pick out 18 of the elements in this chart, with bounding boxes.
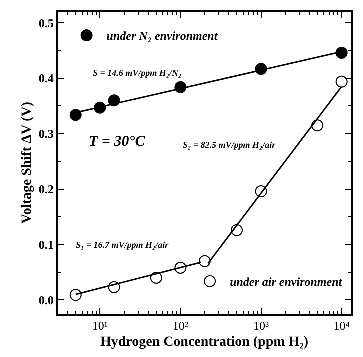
annotation: S₂ = 82.5 mV/ppm H₂/air	[183, 140, 276, 150]
y-axis-title: Voltage Shift ΔV (V)	[20, 102, 35, 224]
x-tick-label: 10³	[253, 319, 270, 334]
x-tick-label: 10⁴	[334, 319, 350, 334]
y-tick-label: 0.0	[38, 293, 54, 308]
annotation: S = 14.6 mV/ppm H₂/N₂	[93, 68, 182, 78]
y-tick-label: 0.5	[38, 16, 54, 30]
y-tick-label: 0.4	[38, 72, 54, 86]
y-tick-label: 0.2	[38, 182, 54, 197]
y-tick-label: 0.3	[38, 127, 54, 142]
y-tick-label: 0.1	[38, 238, 54, 252]
legend-label: under N₂ environment	[106, 29, 218, 44]
annotation: S₁ = 16.7 mV/ppm H₂/air	[76, 240, 170, 250]
x-tick-label: 10¹	[92, 319, 108, 334]
x-axis-title: Hydrogen Concentration (ppm H₂)	[100, 334, 309, 350]
annotation: T = 30°C	[89, 134, 146, 150]
x-tick-label: 10²	[172, 319, 189, 334]
legend-label: under air environment	[230, 275, 343, 290]
